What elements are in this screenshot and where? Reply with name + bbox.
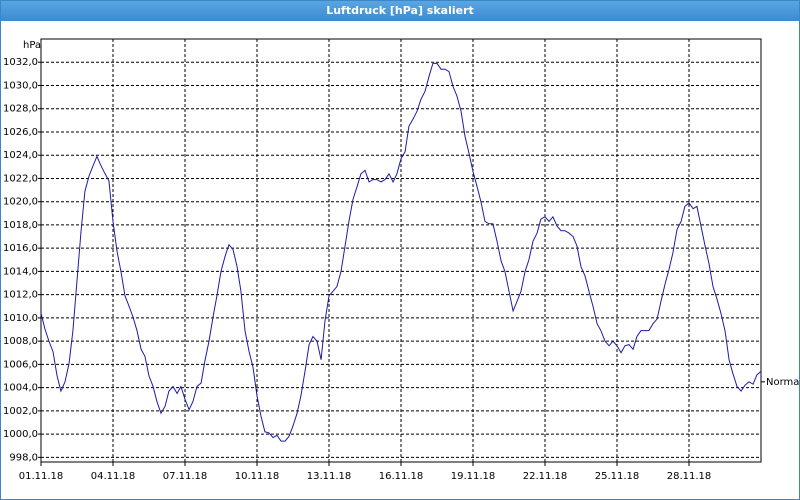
y-unit: hPa — [23, 40, 41, 51]
title-bar: Luftdruck [hPa] skaliert — [1, 1, 799, 21]
y-tick-label: 1020,0 — [3, 197, 38, 208]
y-tick-label: 1010,0 — [3, 313, 38, 324]
y-tick-label: 998,0 — [9, 452, 38, 463]
x-tick-label: 22.11.18 — [523, 471, 568, 482]
y-tick-label: 1004,0 — [3, 383, 38, 394]
y-tick-label: 1028,0 — [3, 104, 38, 115]
x-tick-label: 28.11.18 — [667, 471, 712, 482]
y-tick-label: 1032,0 — [3, 57, 38, 68]
x-tick-label: 25.11.18 — [595, 471, 640, 482]
y-tick-label: 1022,0 — [3, 173, 38, 184]
x-tick-label: 04.11.18 — [91, 471, 136, 482]
y-tick-label: 1006,0 — [3, 359, 38, 370]
x-tick-label: 13.11.18 — [307, 471, 352, 482]
y-tick-label: 1014,0 — [3, 266, 38, 277]
y-tick-label: 1008,0 — [3, 336, 38, 347]
y-tick-label: 1026,0 — [3, 127, 38, 138]
x-tick-label: 10.11.18 — [235, 471, 280, 482]
x-tick-label: 07.11.18 — [163, 471, 208, 482]
y-tick-label: 1018,0 — [3, 220, 38, 231]
pressure-line — [40, 62, 762, 442]
x-tick-label: 19.11.18 — [451, 471, 496, 482]
y-tick-label: 1030,0 — [3, 80, 38, 91]
y-tick-label: 1000,0 — [3, 429, 38, 440]
y-tick-label: 1016,0 — [3, 243, 38, 254]
y-tick-label: 1012,0 — [3, 290, 38, 301]
x-tick-label: 01.11.18 — [19, 471, 64, 482]
y-tick-label: 1024,0 — [3, 150, 38, 161]
normal-label: Normal — [766, 377, 799, 388]
x-tick-label: 16.11.18 — [379, 471, 424, 482]
chart: hPa 998,0 1000,0 1002,0 1004,0 1006,0 1008,0 1… — [3, 38, 799, 482]
y-tick-label: 1002,0 — [3, 406, 38, 417]
